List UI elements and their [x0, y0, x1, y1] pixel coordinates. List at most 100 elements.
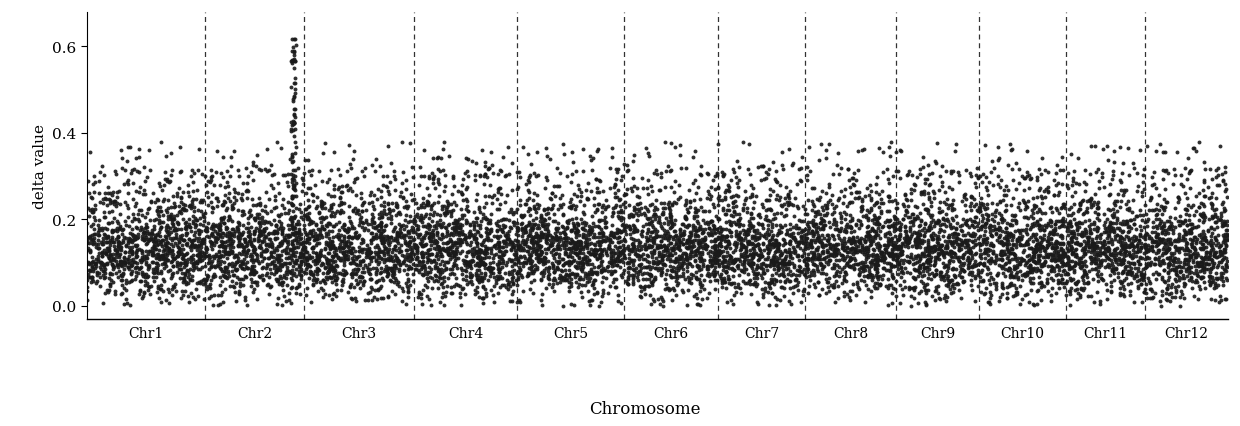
Point: [441, 238, 461, 245]
Point: [725, 242, 745, 249]
Point: [841, 240, 861, 247]
Point: [820, 252, 839, 259]
Point: [739, 240, 759, 247]
Point: [808, 255, 828, 262]
Point: [692, 226, 712, 233]
Point: [915, 221, 935, 228]
Point: [202, 246, 222, 253]
Point: [1058, 232, 1078, 239]
Point: [1164, 255, 1184, 262]
Point: [169, 239, 188, 245]
Point: [1014, 213, 1034, 220]
Point: [1014, 200, 1034, 207]
Point: [949, 258, 968, 265]
Point: [811, 220, 831, 227]
Point: [424, 259, 444, 265]
Point: [464, 258, 484, 265]
Point: [322, 234, 342, 241]
Point: [370, 210, 389, 217]
Point: [1193, 267, 1213, 273]
Point: [1106, 250, 1126, 257]
Point: [936, 211, 956, 218]
Point: [835, 226, 854, 233]
Point: [330, 248, 350, 255]
Point: [126, 264, 146, 271]
Point: [481, 266, 501, 273]
Point: [832, 252, 852, 259]
Point: [729, 211, 749, 218]
Point: [556, 276, 575, 283]
Point: [618, 259, 637, 266]
Point: [368, 253, 388, 259]
Point: [785, 248, 805, 255]
Point: [281, 256, 301, 263]
Point: [1076, 198, 1096, 205]
Point: [560, 279, 580, 286]
Point: [185, 224, 205, 231]
Point: [911, 217, 931, 224]
Point: [409, 259, 429, 265]
Point: [119, 260, 139, 267]
Point: [1133, 233, 1153, 240]
Point: [368, 261, 388, 268]
Point: [660, 263, 680, 270]
Point: [458, 173, 477, 180]
Point: [274, 225, 294, 232]
Point: [552, 204, 572, 211]
Point: [223, 244, 243, 251]
Point: [570, 266, 590, 273]
Point: [506, 277, 526, 284]
Point: [438, 259, 458, 265]
Point: [745, 279, 765, 286]
Point: [615, 256, 635, 262]
Point: [489, 258, 508, 265]
Point: [171, 235, 191, 242]
Point: [1203, 213, 1223, 220]
Point: [305, 261, 325, 268]
Point: [308, 276, 327, 283]
Point: [955, 220, 975, 227]
Point: [739, 261, 759, 268]
Point: [712, 197, 732, 204]
Point: [226, 267, 246, 273]
Point: [720, 280, 740, 287]
Point: [507, 187, 527, 193]
Point: [825, 246, 844, 253]
Point: [853, 266, 873, 273]
Point: [1164, 204, 1184, 211]
Point: [903, 285, 923, 292]
Point: [742, 241, 761, 248]
Point: [155, 169, 175, 176]
Point: [1107, 215, 1127, 222]
Point: [218, 183, 238, 190]
Point: [1012, 256, 1032, 262]
Point: [1184, 234, 1204, 241]
Point: [672, 222, 692, 228]
Point: [658, 201, 678, 207]
Point: [120, 248, 140, 254]
Point: [162, 292, 182, 299]
Point: [801, 230, 821, 237]
Point: [259, 167, 279, 173]
Point: [630, 239, 650, 246]
Point: [93, 262, 113, 269]
Point: [816, 155, 836, 161]
Point: [334, 271, 353, 278]
Point: [722, 222, 742, 229]
Point: [456, 199, 476, 205]
Point: [724, 257, 744, 264]
Point: [880, 253, 900, 259]
Point: [424, 209, 444, 216]
Point: [1136, 282, 1156, 288]
Point: [742, 182, 761, 189]
Point: [243, 289, 263, 296]
Point: [419, 251, 439, 258]
Point: [565, 246, 585, 253]
Point: [1193, 255, 1213, 262]
Point: [945, 149, 965, 155]
Point: [531, 214, 551, 221]
Point: [707, 227, 727, 233]
Point: [681, 230, 701, 236]
Point: [831, 213, 851, 220]
Point: [156, 243, 176, 250]
